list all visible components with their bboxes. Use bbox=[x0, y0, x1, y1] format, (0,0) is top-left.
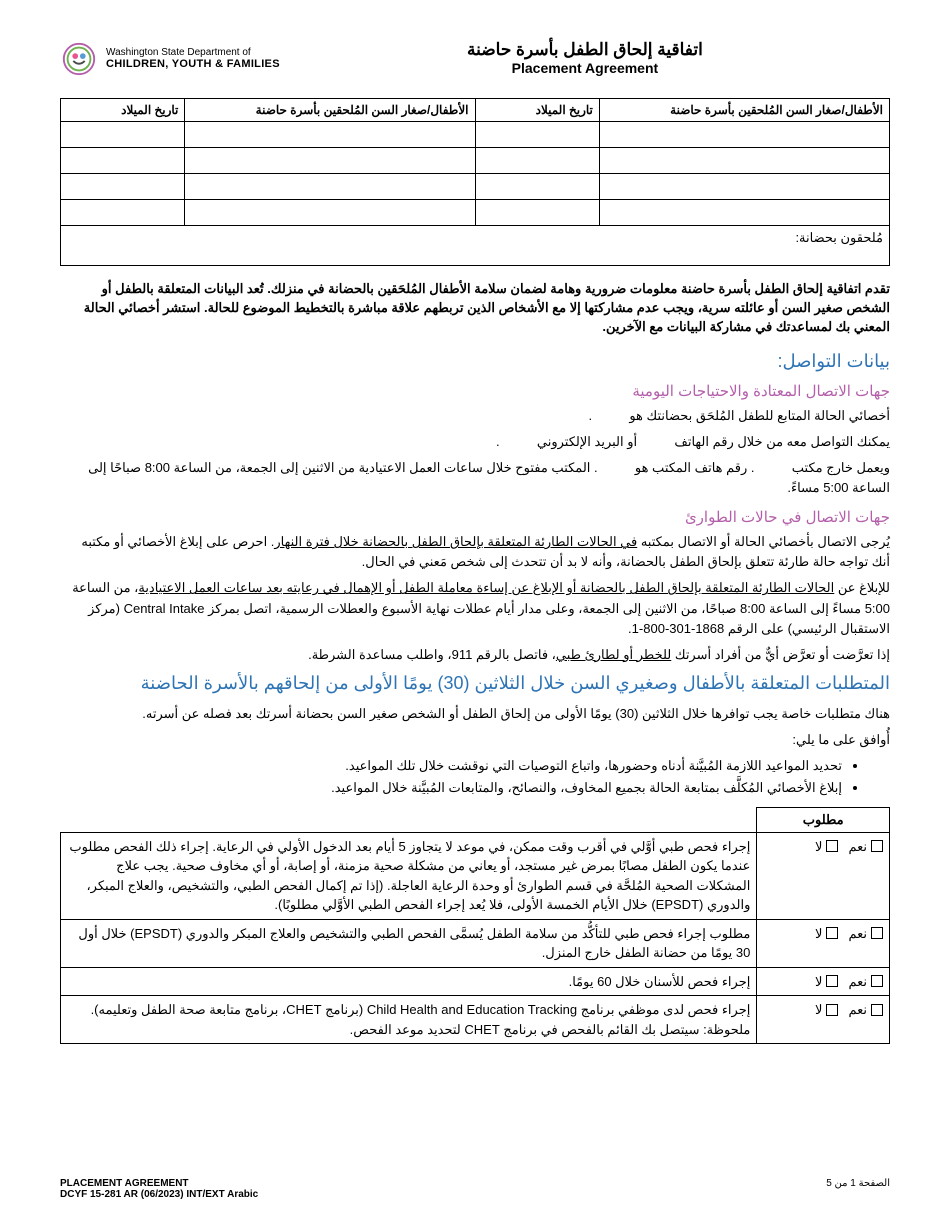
emergency-p1: يُرجى الاتصال بأخصائي الحالة أو الاتصال … bbox=[60, 532, 890, 572]
no-checkbox[interactable]: لا bbox=[815, 924, 838, 944]
dob-cell[interactable] bbox=[475, 200, 599, 226]
regular-contacts-heading: جهات الاتصال المعتادة والاحتياجات اليومي… bbox=[60, 382, 890, 400]
child-cell[interactable] bbox=[185, 174, 475, 200]
placed-with-cell[interactable]: مُلحقون بحضانة: bbox=[61, 226, 890, 266]
dob-cell[interactable] bbox=[61, 148, 185, 174]
dob-cell[interactable] bbox=[61, 174, 185, 200]
req-check-cell: نعم لا bbox=[757, 919, 890, 967]
req-desc: إجراء فحص لدى موظفي برنامج Child Health … bbox=[61, 996, 757, 1044]
agree-bullets: تحديد المواعيد اللازمة المُبيَّنة أدناه … bbox=[60, 756, 860, 798]
col-child-1: الأطفال/صغار السن المُلحقين بأسرة حاضنة bbox=[599, 99, 889, 122]
required-header: مطلوب bbox=[757, 807, 890, 832]
child-cell[interactable] bbox=[185, 200, 475, 226]
col-child-2: الأطفال/صغار السن المُلحقين بأسرة حاضنة bbox=[185, 99, 475, 122]
yes-checkbox[interactable]: نعم bbox=[848, 972, 883, 992]
dob-cell[interactable] bbox=[475, 148, 599, 174]
intro-paragraph: تقدم اتفاقية إلحاق الطفل بأسرة حاضنة معل… bbox=[60, 280, 890, 337]
child-cell[interactable] bbox=[599, 174, 889, 200]
no-checkbox[interactable]: لا bbox=[815, 972, 838, 992]
office-line: ويعمل خارج مكتب . رقم هاتف المكتب هو . ا… bbox=[60, 458, 890, 498]
col-dob-2: تاريخ الميلاد bbox=[61, 99, 185, 122]
form-id: PLACEMENT AGREEMENT DCYF 15-281 AR (06/2… bbox=[60, 1178, 258, 1200]
req-desc: مطلوب إجراء فحص طبي للتأكُّد من سلامة ال… bbox=[61, 919, 757, 967]
requirements-table: مطلوب نعم لا إجراء فحص طبي أوَّلي في أقر… bbox=[60, 807, 890, 1045]
thirty-day-heading: المتطلبات المتعلقة بالأطفال وصغيري السن … bbox=[60, 673, 890, 694]
dob-cell[interactable] bbox=[61, 200, 185, 226]
thirty-day-p1: هناك متطلبات خاصة يجب توافرها خلال الثلا… bbox=[60, 704, 890, 724]
req-desc: إجراء فحص للأسنان خلال 60 يومًا. bbox=[61, 967, 757, 996]
req-check-cell: نعم لا bbox=[757, 967, 890, 996]
phone-email-line: يمكنك التواصل معه من خلال رقم الهاتف أو … bbox=[60, 432, 890, 452]
emergency-p3: إذا تعرَّضت أو تعرَّض أيٌّ من أفراد أسرت… bbox=[60, 645, 890, 665]
logo-line1: Washington State Department of bbox=[106, 47, 280, 59]
child-cell[interactable] bbox=[185, 148, 475, 174]
children-table: الأطفال/صغار السن المُلحقين بأسرة حاضنة … bbox=[60, 98, 890, 266]
logo-line2: CHILDREN, YOUTH & FAMILIES bbox=[106, 58, 280, 71]
title-english: Placement Agreement bbox=[280, 60, 890, 76]
caseworker-line: أخصائي الحالة المتابع للطفل المُلحَق بحض… bbox=[60, 406, 890, 426]
dcyf-logo-icon bbox=[60, 40, 98, 78]
req-desc: إجراء فحص طبي أوَّلي في أقرب وقت ممكن، ف… bbox=[61, 832, 757, 919]
emergency-p2: للإبلاغ عن الحالات الطارئة المتعلقة بإلح… bbox=[60, 578, 890, 638]
page-number: الصفحة 1 من 5 bbox=[826, 1178, 890, 1200]
child-cell[interactable] bbox=[185, 122, 475, 148]
child-cell[interactable] bbox=[599, 122, 889, 148]
yes-checkbox[interactable]: نعم bbox=[848, 924, 883, 944]
yes-checkbox[interactable]: نعم bbox=[848, 1000, 883, 1020]
no-checkbox[interactable]: لا bbox=[815, 1000, 838, 1020]
req-check-cell: نعم لا bbox=[757, 996, 890, 1044]
dob-cell[interactable] bbox=[475, 122, 599, 148]
agency-logo: Washington State Department of CHILDREN,… bbox=[60, 40, 280, 78]
col-dob-1: تاريخ الميلاد bbox=[475, 99, 599, 122]
req-check-cell: نعم لا bbox=[757, 832, 890, 919]
thirty-day-p2: أُوافق على ما يلي: bbox=[60, 730, 890, 750]
child-cell[interactable] bbox=[599, 200, 889, 226]
dob-cell[interactable] bbox=[61, 122, 185, 148]
bullet-item: تحديد المواعيد اللازمة المُبيَّنة أدناه … bbox=[60, 756, 842, 776]
yes-checkbox[interactable]: نعم bbox=[848, 837, 883, 857]
title-arabic: اتفاقية إلحاق الطفل بأسرة حاضنة bbox=[280, 40, 890, 60]
dob-cell[interactable] bbox=[475, 174, 599, 200]
bullet-item: إبلاغ الأخصائي المُكلَّف بمتابعة الحالة … bbox=[60, 778, 842, 798]
child-cell[interactable] bbox=[599, 148, 889, 174]
spacer-header bbox=[61, 807, 757, 832]
emergency-heading: جهات الاتصال في حالات الطوارئ bbox=[60, 508, 890, 526]
contact-heading: بيانات التواصل: bbox=[60, 351, 890, 372]
no-checkbox[interactable]: لا bbox=[815, 837, 838, 857]
